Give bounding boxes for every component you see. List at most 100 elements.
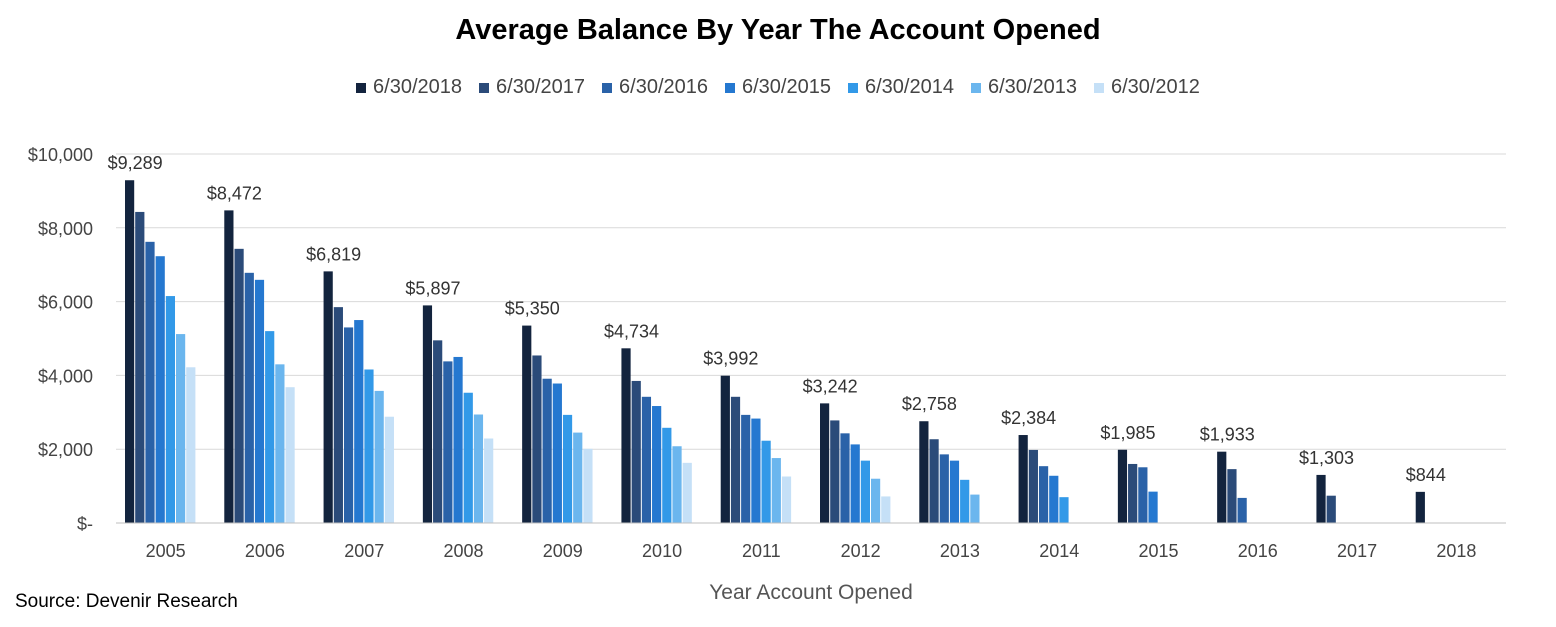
bar (621, 348, 631, 523)
chart-title: Average Balance By Year The Account Open… (455, 14, 1101, 46)
bar (155, 256, 165, 523)
x-tick-label: 2012 (841, 541, 881, 561)
bar (542, 378, 552, 523)
bar (741, 414, 751, 523)
bar (443, 361, 453, 523)
bar (265, 331, 275, 523)
x-axis-title: Year Account Opened (709, 581, 913, 604)
legend-item: 6/30/2012 (1093, 76, 1200, 99)
bar (939, 454, 949, 523)
data-label: $9,289 (108, 153, 163, 173)
x-tick-label: 2015 (1138, 541, 1178, 561)
bar (165, 296, 175, 523)
data-label: $8,472 (207, 183, 262, 203)
y-tick-label: $2,000 (38, 440, 93, 460)
bar (234, 248, 244, 523)
legend-label: 6/30/2015 (742, 76, 831, 98)
bar (830, 420, 840, 523)
bar (532, 355, 542, 523)
x-tick-label: 2011 (742, 541, 781, 561)
data-label: $3,992 (703, 349, 758, 369)
bar (871, 478, 881, 523)
y-tick-label: $10,000 (28, 145, 93, 165)
bar (662, 427, 672, 523)
x-tick-label: 2017 (1337, 541, 1377, 561)
bar (881, 496, 891, 523)
x-tick-label: 2010 (642, 541, 682, 561)
legend-label: 6/30/2018 (373, 76, 463, 98)
legend-swatch (479, 82, 490, 93)
x-tick-label: 2018 (1436, 541, 1476, 561)
bar (720, 375, 730, 523)
x-tick-label: 2013 (940, 541, 980, 561)
bar (473, 414, 484, 523)
data-label: $844 (1406, 465, 1446, 485)
bar (1117, 449, 1128, 523)
bar (1038, 466, 1049, 523)
bar (761, 440, 771, 523)
data-label: $1,933 (1200, 425, 1255, 445)
bar (562, 414, 573, 523)
data-label: $4,734 (604, 321, 659, 341)
bar (860, 460, 870, 523)
bar (135, 211, 145, 524)
bar (1227, 469, 1237, 523)
bar (730, 396, 741, 523)
bar (949, 460, 960, 523)
x-tick-label: 2007 (344, 541, 384, 561)
legend-label: 6/30/2017 (496, 76, 586, 98)
y-tick-label: $4,000 (38, 366, 93, 386)
bar (433, 340, 443, 523)
legend-swatch (602, 82, 613, 93)
x-tick-label: 2014 (1039, 541, 1079, 561)
bar (186, 367, 196, 523)
legend-swatch (847, 82, 858, 93)
bar (583, 448, 593, 523)
data-label: $2,384 (1001, 408, 1056, 428)
legend-label: 6/30/2013 (987, 76, 1077, 98)
bar (672, 446, 682, 523)
bar (145, 241, 155, 523)
bar (254, 279, 265, 523)
data-label: $5,897 (405, 278, 460, 298)
legend-item: 6/30/2013 (970, 76, 1077, 99)
legend-label: 6/30/2012 (1110, 76, 1200, 98)
x-tick-label: 2006 (245, 541, 285, 561)
y-tick-label: $6,000 (38, 293, 93, 313)
bar (374, 390, 384, 523)
bar (1326, 495, 1336, 523)
bar (343, 327, 354, 523)
data-label: $1,303 (1299, 448, 1354, 468)
bar (929, 439, 939, 523)
x-tick-label: 2009 (543, 541, 583, 561)
bar (781, 476, 792, 523)
legend-swatch (725, 82, 735, 93)
bar (1059, 497, 1069, 523)
bar (641, 396, 652, 523)
bar (1138, 467, 1148, 523)
legend-swatch (970, 82, 981, 93)
bar (919, 421, 929, 523)
bar (244, 272, 254, 523)
bar (631, 380, 641, 523)
y-tick-label: $- (77, 514, 93, 534)
legend-item: 6/30/2017 (479, 76, 585, 99)
data-label: $5,350 (505, 299, 560, 319)
bar (771, 458, 781, 523)
x-tick-label: 2008 (443, 541, 483, 561)
bar (323, 271, 333, 523)
bar (960, 479, 970, 523)
bar (364, 369, 374, 523)
bar (1028, 449, 1038, 523)
bar (333, 307, 343, 523)
bar (176, 334, 186, 523)
bar (840, 433, 850, 523)
bar (384, 416, 394, 523)
bar (820, 403, 830, 523)
bar (1128, 463, 1138, 523)
data-label: $2,758 (902, 394, 957, 414)
legend-item: 6/30/2014 (847, 76, 954, 99)
bar (552, 383, 562, 523)
x-tick-label: 2005 (146, 541, 186, 561)
